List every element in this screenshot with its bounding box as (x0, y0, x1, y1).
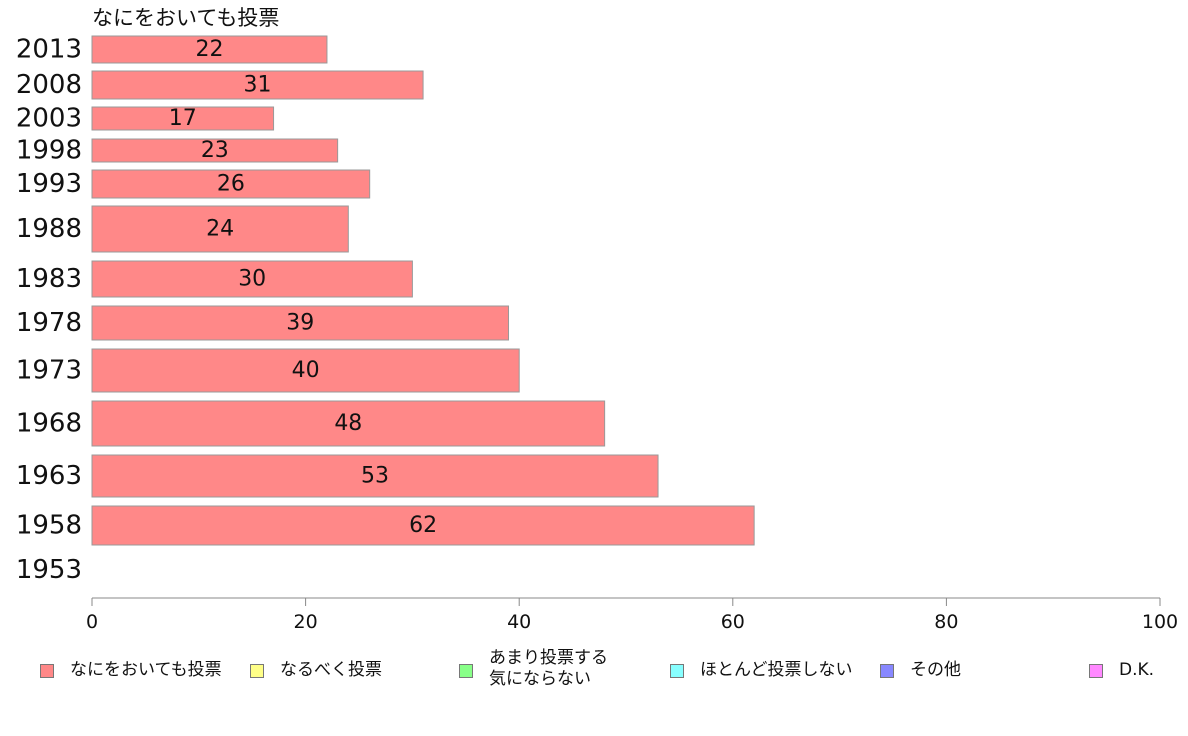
legend-label-1: なるべく投票 (280, 660, 382, 680)
y-tick-label: 2013 (16, 35, 82, 65)
y-tick-label: 1968 (16, 409, 82, 439)
y-tick-label: 1988 (16, 214, 82, 244)
bar (91, 260, 413, 298)
bar (91, 70, 424, 100)
legend-label-2: あまり投票する 気にならない (489, 648, 608, 689)
legend-item-4: その他 (880, 660, 961, 681)
bar-value-label: 17 (169, 106, 197, 131)
legend-label-4: その他 (910, 660, 961, 680)
legend-label-3: ほとんど投票しない (700, 660, 853, 680)
legend-label-5: D.K. (1119, 660, 1155, 680)
bar-value-label: 24 (206, 217, 234, 242)
legend-swatch-3 (670, 664, 684, 678)
y-tick-label: 2008 (16, 70, 82, 100)
bar (91, 454, 659, 498)
bar-value-label: 53 (361, 464, 389, 489)
x-tick-label: 0 (86, 611, 98, 633)
legend-item-3: ほとんど投票しない (670, 660, 853, 681)
legend-label-0: なにをおいても投票 (70, 660, 222, 680)
chart-subtitle: なにをおいても投票 (92, 6, 279, 30)
x-tick-label: 100 (1142, 611, 1178, 633)
bar-value-label: 23 (201, 138, 229, 163)
legend-item-1: なるべく投票 (250, 660, 382, 681)
y-tick-label: 1958 (16, 511, 82, 541)
bar (91, 400, 606, 447)
legend-swatch-1 (250, 664, 264, 678)
legend-item-5: D.K. (1089, 660, 1154, 681)
bar-value-label: 39 (286, 311, 314, 336)
legend-swatch-5 (1089, 664, 1103, 678)
bar-value-label: 26 (217, 172, 245, 197)
bar (91, 169, 371, 199)
bar-value-label: 22 (195, 37, 223, 62)
y-tick-label: 1963 (16, 461, 82, 491)
y-tick-label: 2003 (16, 104, 82, 134)
x-tick-label: 20 (294, 611, 318, 633)
bar (91, 348, 520, 393)
legend: なにをおいても投票 なるべく投票 あまり投票する 気にならない ほとんど投票しな… (0, 648, 1188, 698)
bar-group: 2013 22 2008 31 2003 17 1998 23 1993 26 1988 24 1983… (16, 35, 755, 585)
bar-value-label: 40 (292, 358, 320, 383)
bar (91, 35, 328, 64)
bar (91, 305, 510, 341)
y-tick-label: 1978 (16, 308, 82, 338)
bar-value-label: 48 (334, 411, 362, 436)
legend-swatch-2 (459, 664, 473, 678)
x-axis: 0 20 40 60 80 100 (86, 597, 1178, 633)
bar-value-label: 31 (244, 73, 272, 98)
y-tick-label: 1973 (16, 356, 82, 386)
bar (91, 505, 755, 546)
x-tick-label: 60 (721, 611, 745, 633)
bar (91, 205, 349, 253)
x-tick-label: 40 (507, 611, 531, 633)
bar (91, 138, 339, 163)
legend-item-0: なにをおいても投票 (40, 660, 222, 681)
y-tick-label: 1983 (16, 264, 82, 294)
y-tick-label: 1953 (16, 555, 82, 585)
y-tick-label: 1998 (16, 136, 82, 166)
legend-swatch-4 (880, 664, 894, 678)
y-tick-label: 1993 (16, 169, 82, 199)
bar (91, 106, 275, 131)
legend-swatch-0 (40, 664, 54, 678)
x-tick-label: 80 (934, 611, 958, 633)
bar-value-label: 62 (409, 513, 437, 538)
legend-item-2: あまり投票する 気にならない (459, 648, 608, 690)
bar-value-label: 30 (238, 267, 266, 292)
